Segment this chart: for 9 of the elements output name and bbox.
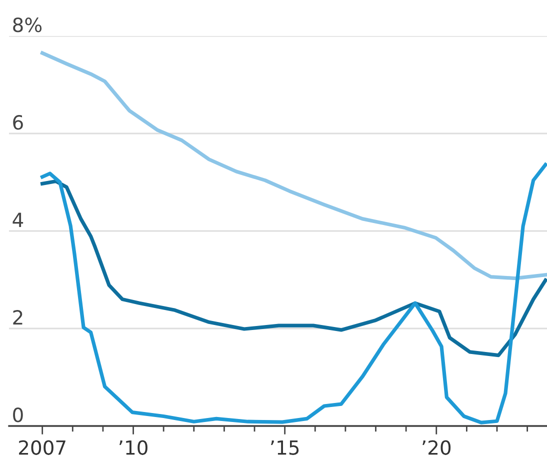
y-tick-label: 6 — [13, 115, 23, 130]
x-tick-label: ’10 — [120, 440, 148, 455]
y-tick-label: 0 — [13, 408, 23, 422]
y-tick-label: 4 — [12, 212, 24, 227]
x-tick-label: ’15 — [271, 440, 299, 455]
y-tick-label: 8% — [13, 18, 42, 32]
x-tick-label: ’20 — [422, 440, 451, 455]
y-tick-label: 2 — [13, 310, 22, 324]
x-tick-label: 2007 — [19, 440, 66, 455]
